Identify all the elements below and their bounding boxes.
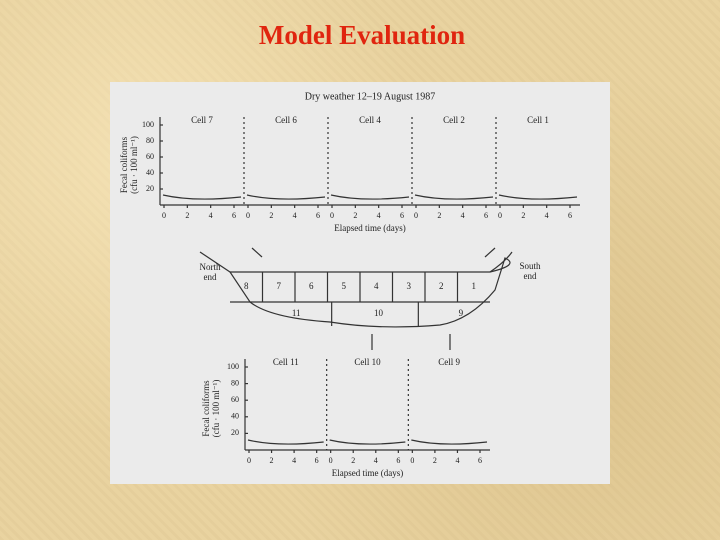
cell-number: 5 [342, 281, 347, 291]
x-tick-label: 2 [433, 456, 437, 465]
y-tick-label: 100 [142, 120, 154, 129]
cell-label: Cell 10 [354, 357, 381, 367]
y-axis-label: Fecal coliforms [201, 380, 211, 437]
fitted-curve [411, 439, 488, 445]
x-axis-label: Elapsed time (days) [334, 223, 405, 233]
x-tick-label: 0 [246, 211, 250, 220]
y-tick-label: 40 [231, 412, 239, 421]
x-tick-label: 6 [400, 211, 404, 220]
x-tick-label: 0 [247, 456, 251, 465]
x-tick-label: 2 [437, 211, 441, 220]
x-tick-label: 6 [478, 456, 482, 465]
south-end-label: end [524, 271, 537, 281]
cell-label: Cell 6 [275, 115, 297, 125]
y-axis-label: (cfu · 100 ml⁻¹) [129, 136, 139, 194]
fitted-curve [246, 194, 326, 200]
shore-line [199, 251, 231, 273]
figure-heading: Dry weather 12–19 August 1987 [305, 91, 436, 102]
x-tick-label: 4 [455, 456, 459, 465]
y-tick-label: 40 [146, 168, 154, 177]
cell-number: 3 [407, 281, 412, 291]
x-tick-label: 2 [269, 211, 273, 220]
cell-label: Cell 1 [527, 115, 549, 125]
x-tick-label: 0 [414, 211, 418, 220]
cell-number: 6 [309, 281, 314, 291]
x-axis-label: Elapsed time (days) [332, 468, 403, 478]
south-end-label: South [519, 261, 541, 271]
cell-number: 8 [244, 281, 249, 291]
slide-title: Model Evaluation [259, 20, 465, 50]
cell-number: 7 [277, 281, 282, 291]
cell-number: 11 [292, 308, 301, 318]
x-tick-label: 4 [545, 211, 549, 220]
x-tick-label: 0 [162, 211, 166, 220]
y-tick-label: 100 [227, 362, 239, 371]
cell-number: 4 [374, 281, 379, 291]
cell-label: Cell 9 [438, 357, 460, 367]
fitted-curve [247, 439, 324, 445]
x-tick-label: 6 [568, 211, 572, 220]
fitted-curve [330, 194, 410, 200]
y-tick-label: 80 [146, 136, 154, 145]
x-tick-label: 0 [330, 211, 334, 220]
y-tick-label: 60 [231, 395, 239, 404]
cell-label: Cell 4 [359, 115, 381, 125]
x-tick-label: 6 [484, 211, 488, 220]
y-axis-label: (cfu · 100 ml⁻¹) [211, 380, 221, 438]
fitted-curve [162, 194, 242, 200]
y-tick-label: 20 [231, 428, 239, 437]
x-tick-label: 4 [374, 456, 378, 465]
cell-label: Cell 11 [273, 357, 299, 367]
arrow [251, 247, 263, 258]
y-tick-label: 80 [231, 378, 239, 387]
arrow [484, 247, 496, 258]
y-tick-label: 60 [146, 152, 154, 161]
x-tick-label: 4 [461, 211, 465, 220]
y-axis-label: Fecal coliforms [119, 136, 129, 193]
x-tick-label: 4 [377, 211, 381, 220]
x-tick-label: 6 [316, 211, 320, 220]
cell-number: 9 [459, 308, 464, 318]
x-tick-label: 2 [270, 456, 274, 465]
x-tick-label: 4 [209, 211, 213, 220]
x-tick-label: 2 [521, 211, 525, 220]
x-tick-label: 0 [498, 211, 502, 220]
fitted-curve [498, 194, 578, 200]
cell-number: 1 [472, 281, 477, 291]
x-tick-label: 2 [351, 456, 355, 465]
x-tick-label: 0 [329, 456, 333, 465]
shore-line [489, 251, 513, 273]
x-tick-label: 2 [185, 211, 189, 220]
cell-label: Cell 7 [191, 115, 213, 125]
x-tick-label: 6 [232, 211, 236, 220]
x-tick-label: 2 [353, 211, 357, 220]
cell-number: 10 [374, 308, 384, 318]
fitted-curve [414, 194, 494, 200]
x-tick-label: 4 [292, 456, 296, 465]
x-tick-label: 0 [410, 456, 414, 465]
x-tick-label: 6 [396, 456, 400, 465]
lake-outline [228, 257, 511, 328]
fitted-curve [329, 439, 406, 445]
north-end-label: North [200, 262, 221, 272]
cell-number: 2 [439, 281, 444, 291]
north-end-label: end [204, 272, 217, 282]
y-tick-label: 20 [146, 184, 154, 193]
cell-label: Cell 2 [443, 115, 465, 125]
x-tick-label: 4 [293, 211, 297, 220]
x-tick-label: 6 [315, 456, 319, 465]
